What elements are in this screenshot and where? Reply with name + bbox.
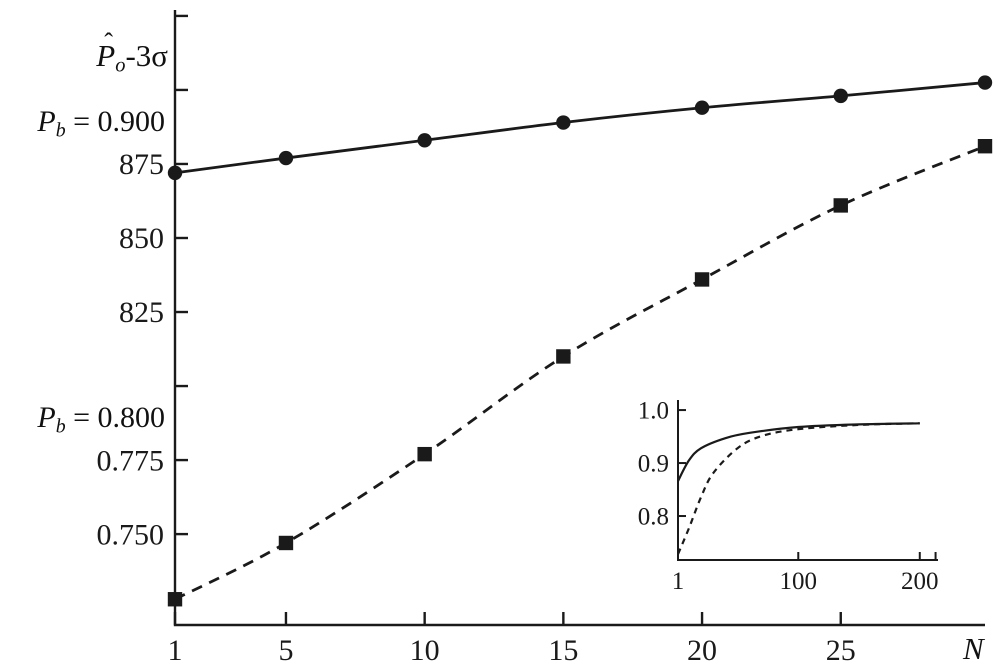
svg-text:850: 850: [119, 222, 164, 255]
subscript-b: b: [55, 415, 66, 438]
svg-text:200: 200: [901, 568, 939, 595]
subscript-b: b: [55, 119, 66, 142]
y-tick-label-pb-0-900: Pb = 0.900: [7, 71, 165, 177]
svg-text:875: 875: [119, 148, 164, 181]
svg-text:15: 15: [548, 634, 578, 667]
svg-text:1: 1: [672, 568, 685, 595]
svg-text:1.0: 1.0: [638, 398, 669, 425]
x-axis-title: N: [963, 631, 984, 666]
svg-text:20: 20: [687, 634, 717, 667]
svg-text:0.775: 0.775: [97, 444, 165, 477]
svg-text:1: 1: [168, 634, 183, 667]
y-tick-label-pb-0-800: Pb = 0.800: [7, 367, 165, 473]
svg-text:0.8: 0.8: [638, 504, 669, 531]
svg-text:100: 100: [780, 568, 818, 595]
hat-accent-icon: ˆ: [104, 28, 113, 57]
minus-three-sigma: -3σ: [125, 38, 168, 73]
variable-p: P: [37, 401, 56, 435]
svg-text:0.750: 0.750: [97, 518, 165, 551]
value-text: = 0.900: [65, 104, 165, 138]
variable-p: P: [37, 104, 56, 138]
value-text: = 0.800: [65, 401, 165, 435]
svg-text:10: 10: [410, 634, 440, 667]
subscript-o: o: [115, 54, 126, 77]
y-axis-title: P ˆ o-3σ: [8, 2, 168, 114]
variable-p: P: [96, 38, 116, 73]
svg-text:5: 5: [278, 634, 293, 667]
svg-text:0.9: 0.9: [638, 451, 669, 478]
svg-text:25: 25: [826, 634, 856, 667]
svg-text:825: 825: [119, 296, 164, 329]
